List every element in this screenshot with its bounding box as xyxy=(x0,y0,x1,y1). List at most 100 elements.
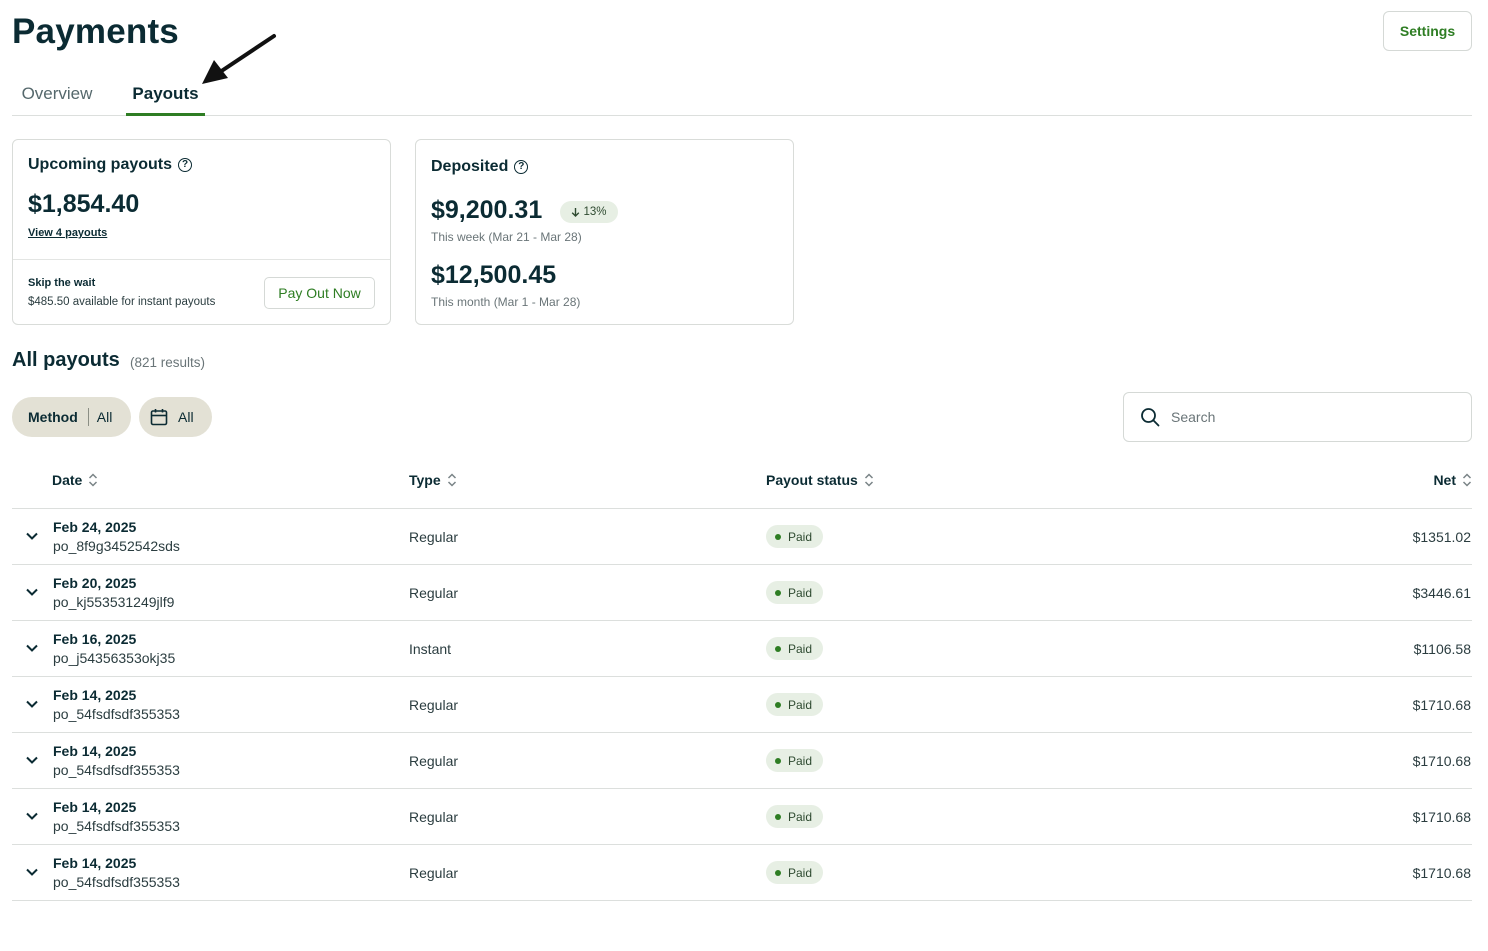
results-count: (821 results) xyxy=(130,355,206,370)
annotation-arrow-icon xyxy=(202,34,276,84)
chevron-down-icon[interactable] xyxy=(25,529,39,543)
payout-type: Regular xyxy=(409,697,459,713)
deposited-heading: Deposited ? xyxy=(431,158,529,176)
search-icon xyxy=(1141,408,1160,427)
deposited-card: Deposited ? $9,200.31 13% This week (Mar… xyxy=(415,139,794,325)
status-label: Paid xyxy=(788,585,813,600)
week-period: This week (Mar 21 - Mar 28) xyxy=(431,230,582,244)
table-row[interactable]: Feb 14, 2025 po_54fsdfsdf355353 Regular … xyxy=(12,733,1472,789)
date-filter-value: All xyxy=(178,409,194,425)
upcoming-amount: $1,854.40 xyxy=(28,190,140,218)
column-header-type-label: Type xyxy=(409,472,441,488)
search-input[interactable] xyxy=(1171,409,1451,425)
status-badge: Paid xyxy=(766,749,823,772)
payout-type: Regular xyxy=(409,529,459,545)
pay-out-now-button[interactable]: Pay Out Now xyxy=(264,277,375,309)
payout-type: Regular xyxy=(409,809,459,825)
table-row[interactable]: Feb 20, 2025 po_kj553531249jlf9 Regular … xyxy=(12,565,1472,621)
sort-icon xyxy=(1462,473,1472,487)
payout-net: $1351.02 xyxy=(1412,529,1471,545)
status-dot-icon xyxy=(775,645,781,652)
payout-type: Regular xyxy=(409,753,459,769)
settings-button[interactable]: Settings xyxy=(1383,11,1472,51)
column-header-date-label: Date xyxy=(52,472,83,488)
status-label: Paid xyxy=(788,865,813,880)
payout-net: $3446.61 xyxy=(1412,585,1471,601)
payout-net: $1710.68 xyxy=(1412,753,1471,769)
payout-id: po_54fsdfsdf355353 xyxy=(53,818,180,834)
payout-id: po_8f9g3452542sds xyxy=(53,538,180,554)
status-badge: Paid xyxy=(766,693,823,716)
month-amount: $12,500.45 xyxy=(431,261,557,289)
method-filter-value: All xyxy=(96,409,113,425)
payout-id: po_j54356353okj35 xyxy=(53,650,176,666)
status-dot-icon xyxy=(775,589,781,596)
chevron-down-icon[interactable] xyxy=(25,585,39,599)
payout-id: po_54fsdfsdf355353 xyxy=(53,762,180,778)
status-dot-icon xyxy=(775,757,781,764)
skip-wait-title: Skip the wait xyxy=(28,277,96,289)
arrow-down-icon xyxy=(572,208,580,217)
status-label: Paid xyxy=(788,809,813,824)
status-label: Paid xyxy=(788,697,813,712)
method-filter-label: Method xyxy=(28,409,78,425)
status-dot-icon xyxy=(775,701,781,708)
chevron-down-icon[interactable] xyxy=(25,809,39,823)
method-filter[interactable]: Method All xyxy=(12,397,131,437)
chevron-down-icon[interactable] xyxy=(25,641,39,655)
help-icon[interactable]: ? xyxy=(178,158,193,172)
table-header-divider xyxy=(12,508,1472,509)
instant-available-text: $485.50 available for instant payouts xyxy=(28,296,216,308)
chevron-down-icon[interactable] xyxy=(25,753,39,767)
status-badge: Paid xyxy=(766,581,823,604)
payout-type: Regular xyxy=(409,865,459,881)
payout-date: Feb 14, 2025 xyxy=(53,743,137,759)
status-badge: Paid xyxy=(766,805,823,828)
column-header-payout-status[interactable]: Payout status xyxy=(766,472,874,488)
payouts-table-body: Feb 24, 2025 po_8f9g3452542sds Regular P… xyxy=(12,509,1472,901)
search-box[interactable] xyxy=(1123,392,1472,442)
status-label: Paid xyxy=(788,641,813,656)
table-row[interactable]: Feb 14, 2025 po_54fsdfsdf355353 Regular … xyxy=(12,845,1472,901)
column-header-type[interactable]: Type xyxy=(409,472,457,488)
sort-icon xyxy=(864,473,873,487)
payout-net: $1710.68 xyxy=(1412,809,1471,825)
sort-icon xyxy=(89,473,98,487)
status-dot-icon xyxy=(775,813,781,820)
table-row[interactable]: Feb 24, 2025 po_8f9g3452542sds Regular P… xyxy=(12,509,1472,565)
upcoming-payouts-heading: Upcoming payouts ? xyxy=(28,156,193,174)
view-payouts-link[interactable]: View 4 payouts xyxy=(28,227,108,239)
calendar-icon xyxy=(150,409,168,426)
payout-type: Regular xyxy=(409,585,459,601)
sort-icon xyxy=(447,473,456,487)
payout-date: Feb 24, 2025 xyxy=(53,519,137,535)
table-row[interactable]: Feb 14, 2025 po_54fsdfsdf355353 Regular … xyxy=(12,789,1472,845)
payout-net: $1710.68 xyxy=(1412,865,1471,881)
change-badge: 13% xyxy=(560,201,618,223)
date-filter[interactable]: All xyxy=(139,397,212,437)
filter-separator xyxy=(87,408,89,426)
page-title: Payments xyxy=(12,12,179,51)
payout-date: Feb 14, 2025 xyxy=(53,687,137,703)
payout-id: po_kj553531249jlf9 xyxy=(53,594,175,610)
tab-payouts[interactable]: Payouts xyxy=(126,84,205,116)
column-header-status-label: Payout status xyxy=(766,472,858,488)
column-header-net[interactable]: Net xyxy=(1433,472,1472,488)
change-percent: 13% xyxy=(583,206,607,218)
all-payouts-title: All payouts xyxy=(12,349,120,371)
help-icon[interactable]: ? xyxy=(514,160,529,174)
upcoming-payouts-title: Upcoming payouts xyxy=(28,156,173,173)
chevron-down-icon[interactable] xyxy=(25,865,39,879)
payout-net: $1106.58 xyxy=(1413,641,1471,657)
status-dot-icon xyxy=(775,869,781,876)
table-row[interactable]: Feb 16, 2025 po_j54356353okj35 Instant P… xyxy=(12,621,1472,677)
tab-bar: Overview Payouts xyxy=(12,78,1472,116)
payout-date: Feb 20, 2025 xyxy=(53,575,137,591)
payout-net: $1710.68 xyxy=(1412,697,1471,713)
table-row[interactable]: Feb 14, 2025 po_54fsdfsdf355353 Regular … xyxy=(12,677,1472,733)
tab-overview[interactable]: Overview xyxy=(21,84,93,103)
status-badge: Paid xyxy=(766,525,823,548)
column-header-date[interactable]: Date xyxy=(52,472,98,488)
card-divider xyxy=(13,259,390,260)
chevron-down-icon[interactable] xyxy=(25,697,39,711)
